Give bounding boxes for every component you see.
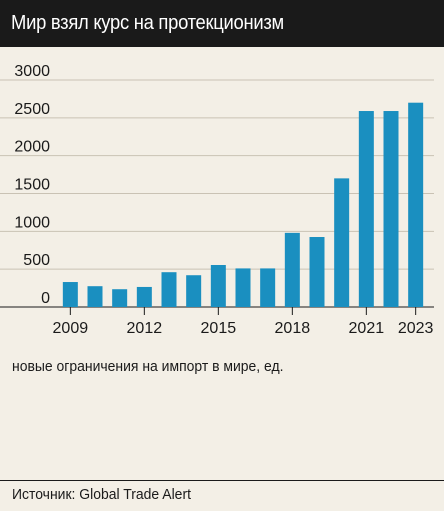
x-tick-label: 2012 <box>127 320 163 337</box>
y-tick-label: 1500 <box>14 177 50 194</box>
bar-2013 <box>161 272 177 307</box>
bar-2011 <box>112 289 128 307</box>
bar-2009 <box>62 282 78 307</box>
bar-2017 <box>260 268 276 307</box>
source-note: Источник: Global Trade Alert <box>12 486 191 503</box>
y-tick-label: 1000 <box>14 214 50 231</box>
y-tick-label: 2000 <box>14 139 50 156</box>
y-tick-label: 3000 <box>14 63 50 80</box>
y-tick-label: 2500 <box>14 101 50 118</box>
x-tick-label: 2018 <box>275 320 311 337</box>
x-tick-label: 2015 <box>201 320 237 337</box>
bar-2014 <box>186 275 202 307</box>
bar-2019 <box>309 237 325 307</box>
bar-2020 <box>334 178 350 307</box>
divider <box>0 480 444 481</box>
y-tick-label: 500 <box>23 252 50 269</box>
chart-caption: новые ограничения на импорт в мире, ед. <box>12 358 284 375</box>
x-tick-label: 2021 <box>349 320 385 337</box>
bar-2015 <box>210 265 226 307</box>
bar-2018 <box>284 232 300 307</box>
chart-title: Мир взял курс на протекционизм <box>11 12 284 34</box>
bar-2023 <box>408 102 424 307</box>
bar-chart: 0 500 1000 1500 2000 2500 3000 2009 2012 2015 2018… <box>0 63 434 337</box>
y-tick-label: 0 <box>41 290 50 307</box>
chart-title-bar: Мир взял курс на протекционизм <box>0 0 444 47</box>
bar-2022 <box>383 111 399 307</box>
x-tick-label: 2009 <box>53 320 89 337</box>
bar-2010 <box>87 286 103 307</box>
x-tick-label: 2023 <box>398 320 434 337</box>
bar-2021 <box>358 111 374 307</box>
bar-2016 <box>235 268 251 307</box>
bar-2012 <box>136 286 152 307</box>
